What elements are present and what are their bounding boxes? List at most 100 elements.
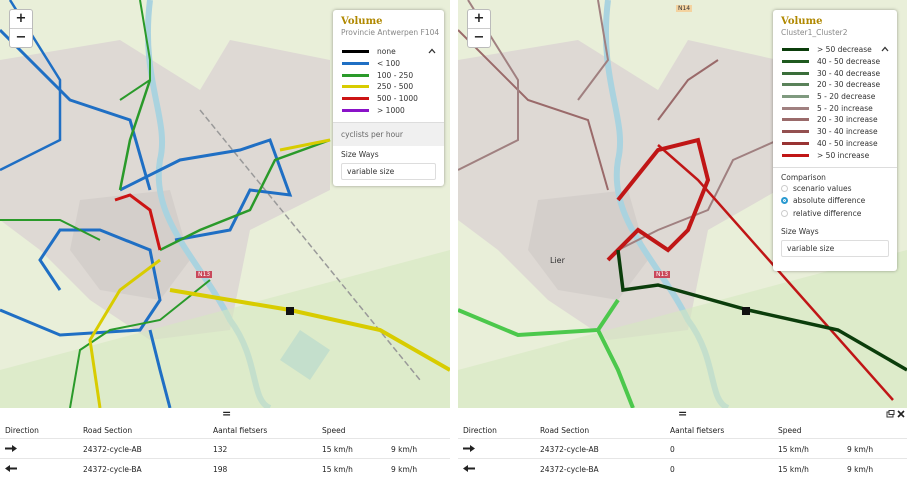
table-row: 24372-cycle-BA 198 15 km/h 9 km/h bbox=[0, 458, 450, 479]
legend-swatch bbox=[782, 60, 809, 64]
table-right: = Direction Road Section Aantal fietsers Sp… bbox=[458, 407, 907, 479]
legend-swatch bbox=[342, 50, 369, 54]
table-row: 24372-cycle-AB 132 15 km/h 9 km/h bbox=[0, 438, 450, 459]
table-header: Direction Road Section Aantal fietsers Spee… bbox=[458, 420, 907, 440]
legend-entry: 100 - 250 bbox=[333, 69, 444, 81]
column-header: Speed bbox=[778, 426, 802, 435]
radio-label: scenario values bbox=[793, 183, 852, 193]
radio-option[interactable]: scenario values bbox=[773, 182, 897, 195]
comparison-options: scenario values absolute difference relati… bbox=[773, 182, 897, 220]
speed-cell: 15 km/h bbox=[322, 445, 353, 454]
legend-subtitle: Provincie Antwerpen F104 bbox=[341, 28, 440, 37]
legend-swatch bbox=[782, 95, 809, 99]
legend-entry: 30 - 40 increase bbox=[773, 126, 897, 138]
legend-entry: 20 - 30 increase bbox=[773, 114, 897, 126]
legend-label: 30 - 40 increase bbox=[817, 127, 878, 137]
column-header: Road Section bbox=[83, 426, 133, 435]
map-left[interactable]: + − N13 Volume Provincie Antwerpen F104 … bbox=[0, 0, 450, 408]
legend-label: none bbox=[377, 47, 396, 57]
zoom-in-button[interactable]: + bbox=[15, 11, 27, 26]
direction-cell bbox=[5, 445, 17, 454]
road-label: N14 bbox=[676, 5, 693, 12]
resize-handle[interactable]: = bbox=[678, 407, 688, 420]
zoom-in-button[interactable]: + bbox=[473, 11, 485, 26]
legend-label: 5 - 20 decrease bbox=[817, 92, 876, 102]
legend-swatch bbox=[782, 118, 809, 122]
legend-swatch bbox=[782, 130, 809, 134]
legend-label: 30 - 40 decrease bbox=[817, 68, 881, 78]
speed-cell: 15 km/h bbox=[322, 465, 353, 474]
place-label: Lier bbox=[550, 256, 565, 265]
direction-cell bbox=[463, 465, 475, 474]
speed-cell: 9 km/h bbox=[391, 465, 418, 474]
legend-swatch bbox=[342, 73, 369, 77]
direction-arrow bbox=[463, 445, 475, 452]
legend-entries: none < 100 100 - 250 250 - 500 500 - 1000 > 1… bbox=[333, 46, 444, 116]
legend-swatch bbox=[342, 62, 369, 66]
legend-entry: 40 - 50 decrease bbox=[773, 56, 897, 68]
legend-entry: 500 - 1000 bbox=[333, 93, 444, 105]
legend-entry: 40 - 50 increase bbox=[773, 138, 897, 150]
speed-cell: 9 km/h bbox=[391, 445, 418, 454]
size-label: Size Ways bbox=[341, 150, 379, 160]
road-section: 24372-cycle-BA bbox=[83, 465, 142, 474]
table-row: 24372-cycle-BA 0 15 km/h 9 km/h bbox=[458, 458, 907, 479]
legend-swatch bbox=[342, 108, 369, 112]
legend: Volume Cluster1_Cluster2 > 50 decrease 40… bbox=[773, 10, 897, 271]
map-right[interactable]: + − N14 Lier N13 Volume Cluster1_Cluster… bbox=[458, 0, 907, 408]
radio-button bbox=[781, 197, 788, 205]
legend-label: 40 - 50 increase bbox=[817, 138, 878, 148]
legend-entry: > 1000 bbox=[333, 104, 444, 116]
legend-entry: < 100 bbox=[333, 58, 444, 70]
legend-swatch bbox=[342, 85, 369, 89]
legend-label: 100 - 250 bbox=[377, 70, 414, 80]
column-header: Direction bbox=[5, 426, 39, 435]
road-section: 24372-cycle-AB bbox=[540, 445, 599, 454]
radio-button bbox=[781, 209, 788, 217]
resize-handle[interactable]: = bbox=[222, 407, 232, 420]
column-header: Road Section bbox=[540, 426, 590, 435]
legend-entry: 30 - 40 decrease bbox=[773, 67, 897, 79]
count-cell: 0 bbox=[670, 465, 675, 474]
legend-label: > 50 decrease bbox=[817, 45, 872, 55]
legend-entry: 250 - 500 bbox=[333, 81, 444, 93]
window-controls[interactable] bbox=[886, 410, 906, 419]
road-section: 24372-cycle-AB bbox=[83, 445, 142, 454]
legend-swatch bbox=[342, 97, 369, 101]
legend-title: Volume bbox=[781, 16, 823, 27]
road-label: N13 bbox=[196, 271, 213, 278]
legend-entry: > 50 decrease bbox=[773, 44, 897, 56]
legend-label: 500 - 1000 bbox=[377, 94, 418, 104]
legend-label: 5 - 20 increase bbox=[817, 103, 873, 113]
column-header: Speed bbox=[322, 426, 346, 435]
table-row: 24372-cycle-AB 0 15 km/h 9 km/h bbox=[458, 438, 907, 459]
legend-label: 20 - 30 increase bbox=[817, 115, 878, 125]
legend-entry: 20 - 30 decrease bbox=[773, 79, 897, 91]
zoom-out-button[interactable]: − bbox=[468, 28, 490, 47]
legend-swatch bbox=[782, 48, 809, 52]
size-select[interactable]: variable size bbox=[341, 163, 436, 181]
road-label: N13 bbox=[654, 271, 671, 278]
speed-cell: 15 km/h bbox=[778, 465, 809, 474]
legend-entry: none bbox=[333, 46, 444, 58]
legend-unit: cyclists per hour bbox=[333, 122, 444, 147]
zoom-out-button[interactable]: − bbox=[10, 28, 32, 47]
radio-label: relative difference bbox=[793, 208, 862, 218]
legend-swatch bbox=[782, 83, 809, 87]
legend-swatch bbox=[782, 71, 809, 75]
zoom-control: + − bbox=[9, 9, 33, 48]
legend-swatch bbox=[782, 153, 809, 157]
table-header: Direction Road Section Aantal fietsers Spee… bbox=[0, 420, 450, 440]
legend-label: 40 - 50 decrease bbox=[817, 57, 881, 67]
speed-cell: 9 km/h bbox=[847, 465, 874, 474]
column-header: Direction bbox=[463, 426, 497, 435]
legend-label: > 1000 bbox=[377, 105, 405, 115]
legend-subtitle: Cluster1_Cluster2 bbox=[781, 28, 848, 37]
radio-option[interactable]: absolute difference bbox=[773, 194, 897, 207]
size-select[interactable]: variable size bbox=[781, 240, 889, 258]
map-canvas bbox=[458, 0, 907, 408]
zoom-control: + − bbox=[467, 9, 491, 48]
direction-arrow bbox=[5, 465, 17, 472]
radio-option[interactable]: relative difference bbox=[773, 207, 897, 220]
